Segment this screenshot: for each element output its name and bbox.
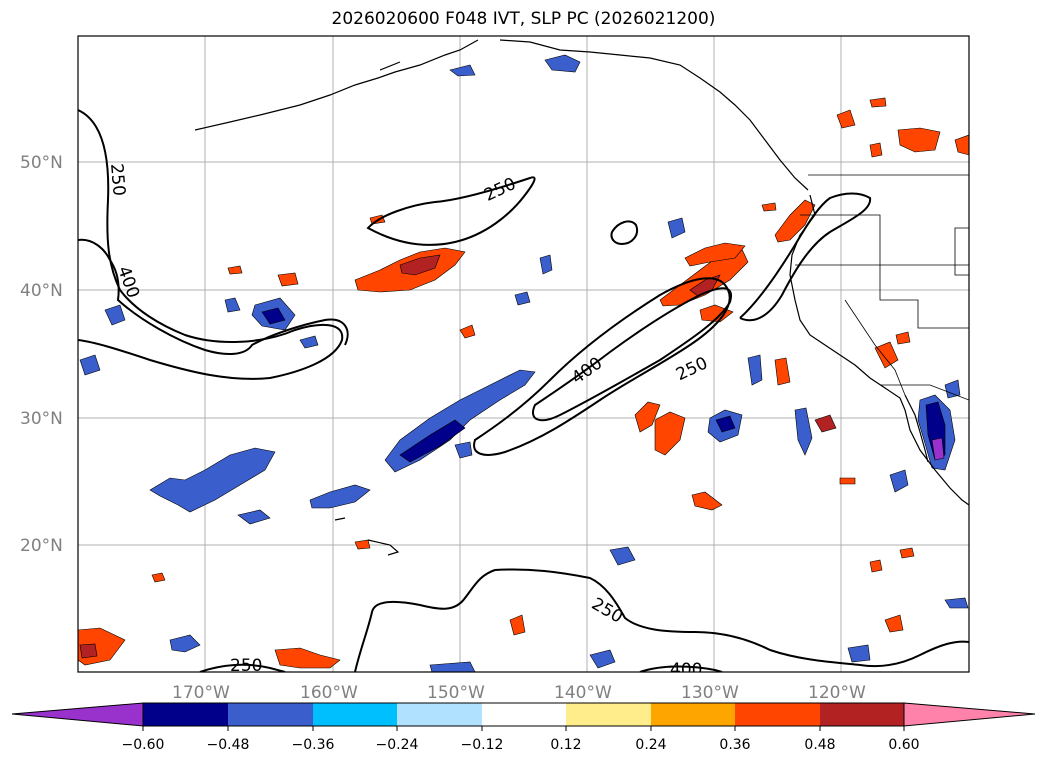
- colorbar-tick-label: 0.24: [635, 737, 666, 753]
- map-title: 2026020600 F048 IVT, SLP PC (2026021200): [331, 9, 716, 29]
- colorbar-tick-label: −0.36: [292, 737, 335, 753]
- lon-label-120w: 120°W: [808, 683, 866, 703]
- lon-label-170w: 170°W: [172, 683, 230, 703]
- lat-label-50n: 50°N: [20, 153, 63, 173]
- contour-label: 250: [230, 656, 262, 676]
- lon-label-150w: 150°W: [427, 683, 485, 703]
- colorbar-extend-right: [903, 702, 1036, 727]
- colorbar-segment: [735, 703, 820, 726]
- ivt-negative-anomalies: [79, 54, 969, 672]
- colorbar-tick-label: 0.48: [804, 737, 835, 753]
- colorbar-segment: [143, 703, 228, 726]
- colorbar-segment: [397, 703, 482, 726]
- colorbar-segment: [313, 703, 397, 726]
- colorbar-tick-label: −0.24: [376, 737, 419, 753]
- map-plot-area: 250 400 250 400 250 250 250 400: [78, 36, 969, 680]
- colorbar-extend-left: [11, 702, 144, 727]
- colorbar-segment: [482, 703, 566, 726]
- lat-label-30n: 30°N: [20, 409, 63, 429]
- colorbar-segment: [820, 703, 904, 726]
- colorbar-tick-label: −0.60: [122, 737, 165, 753]
- colorbar-tick-label: −0.48: [207, 737, 250, 753]
- colorbar-tick-label: −0.12: [461, 737, 504, 753]
- latitude-labels: 50°N 40°N 30°N 20°N: [20, 153, 63, 556]
- lon-label-160w: 160°W: [300, 683, 358, 703]
- lon-label-130w: 130°W: [681, 683, 739, 703]
- colorbar-tick-label: 0.12: [550, 737, 581, 753]
- contour-label: 400: [670, 660, 702, 680]
- lat-label-40n: 40°N: [20, 281, 63, 301]
- slp-contours: [78, 109, 969, 672]
- colorbar-segment: [566, 703, 651, 726]
- lat-label-20n: 20°N: [20, 536, 63, 556]
- contour-label: 250: [106, 163, 129, 197]
- ivt-positive-anomalies: [78, 97, 969, 669]
- colorbar: −0.60 −0.48 −0.36 −0.24 −0.12 0.12 0.24 …: [11, 702, 1036, 753]
- coastlines: [194, 39, 969, 556]
- longitude-labels: 170°W 160°W 150°W 140°W 130°W 120°W: [172, 683, 866, 703]
- colorbar-tick-label: 0.36: [719, 737, 750, 753]
- colorbar-tick-label: 0.60: [888, 737, 919, 753]
- map-frame: [77, 35, 970, 673]
- lon-label-140w: 140°W: [554, 683, 612, 703]
- colorbar-segment: [651, 703, 735, 726]
- boundaries: [795, 174, 969, 401]
- colorbar-segment: [228, 703, 313, 726]
